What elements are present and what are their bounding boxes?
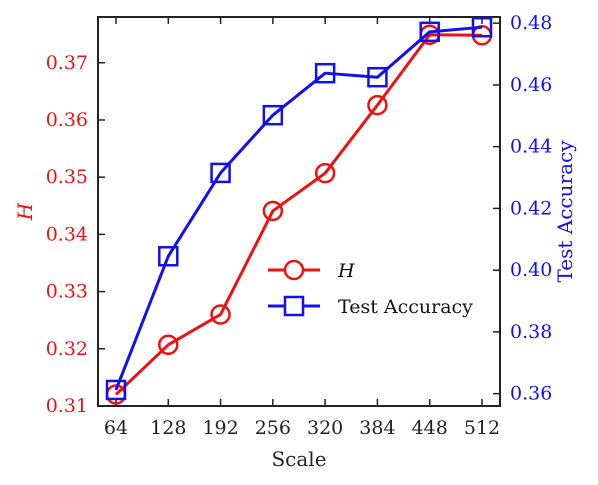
x-tick-label: 384 <box>359 417 395 439</box>
x-axis-label: Scale <box>271 447 326 471</box>
test-accuracy-point <box>105 379 127 401</box>
series-line-h <box>114 33 483 396</box>
h-point <box>314 162 336 184</box>
x-tick-label: 192 <box>202 417 238 439</box>
right-tick-label: 0.44 <box>510 136 552 158</box>
legend-label: Test Accuracy <box>338 296 473 318</box>
series-layer <box>105 16 493 405</box>
test-accuracy-point <box>367 66 388 88</box>
x-tick-label: 320 <box>307 417 343 439</box>
x-tick-label: 128 <box>150 417 186 439</box>
left-tick-label: 0.37 <box>46 52 88 74</box>
test-accuracy-point <box>314 62 336 84</box>
legend: H Test Accuracy <box>268 259 473 318</box>
left-axis-label: H <box>13 202 37 221</box>
plot-frame <box>97 16 501 407</box>
left-tick-label: 0.33 <box>46 281 88 303</box>
left-tick-label: 0.32 <box>46 338 88 360</box>
x-tick-label: 448 <box>412 417 448 439</box>
test-accuracy-point <box>262 104 284 126</box>
legend-label: H <box>337 260 355 282</box>
test-accuracy-point <box>158 246 179 267</box>
axes-layer: 0.31 0.32 0.33 0.34 0.35 0.36 0.37 0.36 0.38 0.40… <box>13 12 577 471</box>
legend-marker-circle <box>283 259 305 281</box>
test-accuracy-point <box>210 162 231 184</box>
right-tick-label: 0.46 <box>510 74 552 96</box>
left-tick-label: 0.35 <box>46 166 88 188</box>
right-tick-label: 0.40 <box>510 259 552 281</box>
test-accuracy-point <box>471 16 493 38</box>
right-tick-label: 0.42 <box>510 197 552 219</box>
legend-marker-square <box>283 295 305 317</box>
h-point <box>367 94 388 116</box>
left-tick-label: 0.31 <box>46 395 88 417</box>
h-point <box>210 304 231 325</box>
right-tick-label: 0.38 <box>510 321 552 343</box>
left-tick-label: 0.34 <box>46 223 88 245</box>
h-point <box>158 334 179 356</box>
right-tick-label: 0.48 <box>510 12 552 34</box>
x-tick-label: 512 <box>464 417 500 439</box>
h-point <box>262 200 284 222</box>
x-tick-label: 64 <box>104 417 128 439</box>
left-tick-label: 0.36 <box>46 109 88 131</box>
x-tick-label: 256 <box>255 417 291 439</box>
test-accuracy-point <box>419 21 440 43</box>
right-axis-label: Test Accuracy <box>553 140 577 283</box>
right-tick-label: 0.36 <box>510 383 552 405</box>
